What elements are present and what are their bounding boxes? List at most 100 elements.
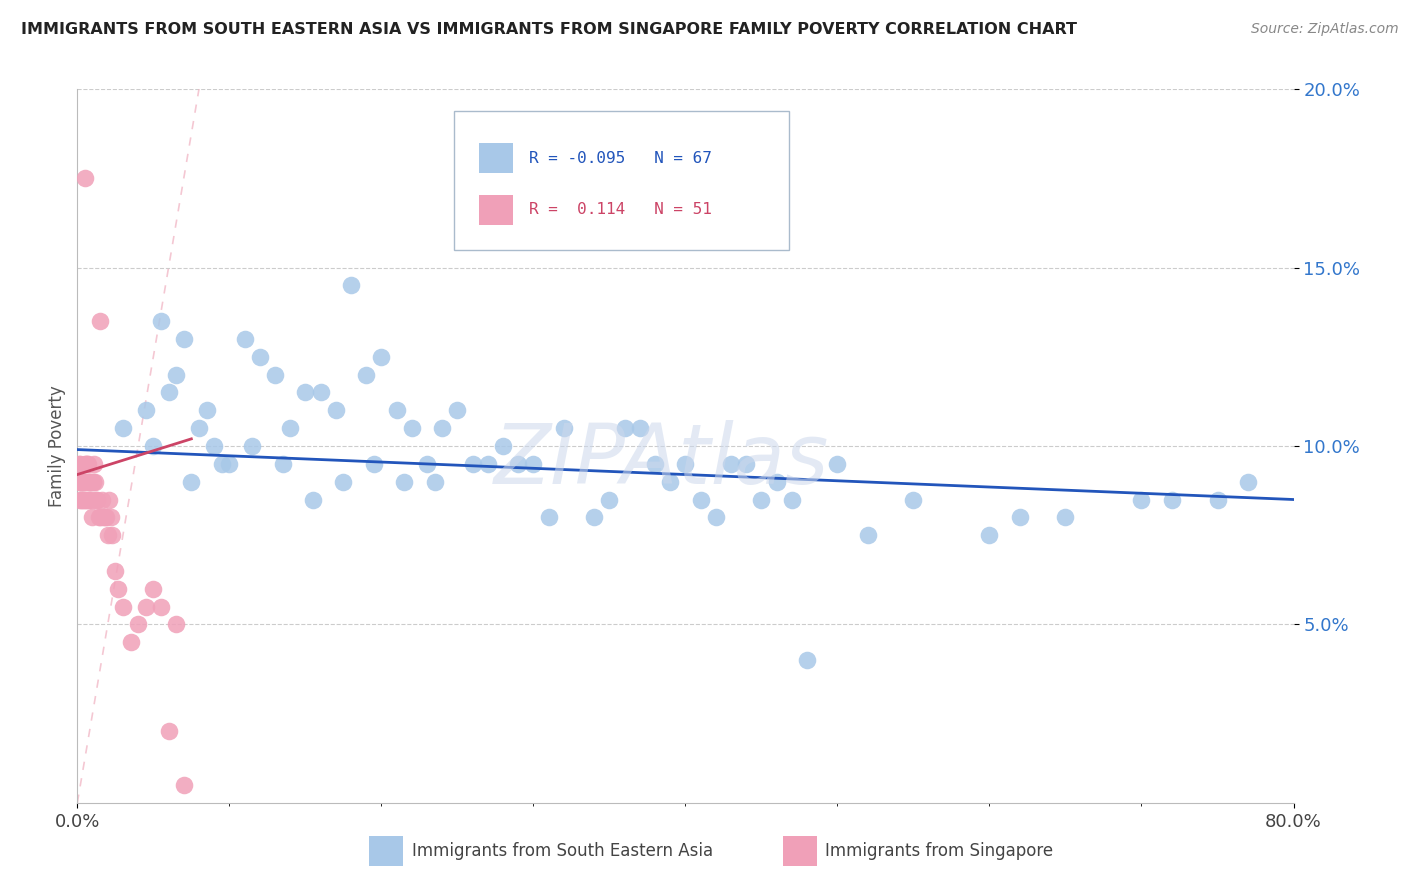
- Point: [325, 403, 347, 417]
- Point: [446, 403, 468, 417]
- Point: [69, 492, 91, 507]
- Point: [309, 385, 332, 400]
- Text: ZIPAtlas: ZIPAtlas: [494, 420, 828, 500]
- Point: [142, 582, 165, 596]
- Point: [1008, 510, 1031, 524]
- FancyBboxPatch shape: [454, 111, 789, 250]
- Point: [583, 510, 606, 524]
- Point: [72, 492, 94, 507]
- Point: [101, 528, 124, 542]
- Point: [430, 421, 453, 435]
- Point: [202, 439, 225, 453]
- Point: [173, 332, 195, 346]
- Point: [157, 724, 180, 739]
- Point: [249, 350, 271, 364]
- Point: [780, 492, 803, 507]
- Point: [240, 439, 263, 453]
- Point: [332, 475, 354, 489]
- Point: [720, 457, 742, 471]
- Point: [827, 457, 849, 471]
- Point: [77, 457, 100, 471]
- Point: [180, 475, 202, 489]
- Point: [363, 457, 385, 471]
- Point: [477, 457, 499, 471]
- Bar: [478, 144, 513, 173]
- Point: [423, 475, 446, 489]
- Point: [644, 457, 666, 471]
- Point: [294, 385, 316, 400]
- Point: [127, 617, 149, 632]
- Point: [218, 457, 240, 471]
- Point: [613, 421, 636, 435]
- Bar: [370, 836, 404, 865]
- Point: [392, 475, 415, 489]
- Point: [83, 475, 105, 489]
- Point: [135, 403, 157, 417]
- Point: [67, 457, 90, 471]
- Point: [598, 492, 620, 507]
- Point: [111, 599, 134, 614]
- Point: [1206, 492, 1229, 507]
- Point: [67, 475, 90, 489]
- Point: [735, 457, 758, 471]
- Point: [165, 368, 187, 382]
- Point: [659, 475, 682, 489]
- Point: [89, 510, 111, 524]
- Point: [70, 475, 93, 489]
- Point: [751, 492, 773, 507]
- Point: [69, 475, 91, 489]
- Text: Immigrants from South Eastern Asia: Immigrants from South Eastern Asia: [412, 842, 713, 860]
- Point: [100, 510, 122, 524]
- Point: [264, 368, 287, 382]
- Point: [91, 510, 114, 524]
- Point: [76, 492, 98, 507]
- Point: [765, 475, 787, 489]
- Bar: [783, 836, 817, 865]
- Point: [675, 457, 697, 471]
- Point: [73, 171, 96, 186]
- Text: IMMIGRANTS FROM SOUTH EASTERN ASIA VS IMMIGRANTS FROM SINGAPORE FAMILY POVERTY C: IMMIGRANTS FROM SOUTH EASTERN ASIA VS IM…: [21, 22, 1077, 37]
- Point: [73, 457, 96, 471]
- Point: [1130, 492, 1153, 507]
- Point: [704, 510, 727, 524]
- Point: [69, 457, 91, 471]
- Point: [979, 528, 1001, 542]
- Point: [135, 599, 157, 614]
- Point: [188, 421, 211, 435]
- Point: [82, 475, 104, 489]
- Point: [370, 350, 392, 364]
- Point: [537, 510, 560, 524]
- Point: [401, 421, 423, 435]
- Text: R =  0.114   N = 51: R = 0.114 N = 51: [529, 202, 711, 218]
- Point: [90, 492, 112, 507]
- Point: [149, 314, 172, 328]
- Point: [173, 778, 195, 792]
- Point: [79, 475, 101, 489]
- Point: [903, 492, 925, 507]
- Point: [83, 457, 105, 471]
- Point: [461, 457, 484, 471]
- Point: [195, 403, 218, 417]
- Point: [73, 492, 96, 507]
- Text: Source: ZipAtlas.com: Source: ZipAtlas.com: [1251, 22, 1399, 37]
- Point: [80, 510, 103, 524]
- Point: [302, 492, 325, 507]
- Point: [508, 457, 530, 471]
- Point: [628, 421, 651, 435]
- Point: [79, 492, 101, 507]
- Point: [1054, 510, 1077, 524]
- Point: [492, 439, 515, 453]
- Point: [157, 385, 180, 400]
- Point: [233, 332, 256, 346]
- Point: [107, 582, 129, 596]
- Point: [271, 457, 294, 471]
- Point: [87, 510, 110, 524]
- Point: [111, 421, 134, 435]
- Point: [689, 492, 711, 507]
- Point: [553, 421, 575, 435]
- Point: [120, 635, 142, 649]
- Text: Immigrants from Singapore: Immigrants from Singapore: [825, 842, 1053, 860]
- Point: [104, 564, 127, 578]
- Text: R = -0.095   N = 67: R = -0.095 N = 67: [529, 151, 711, 166]
- Point: [93, 510, 115, 524]
